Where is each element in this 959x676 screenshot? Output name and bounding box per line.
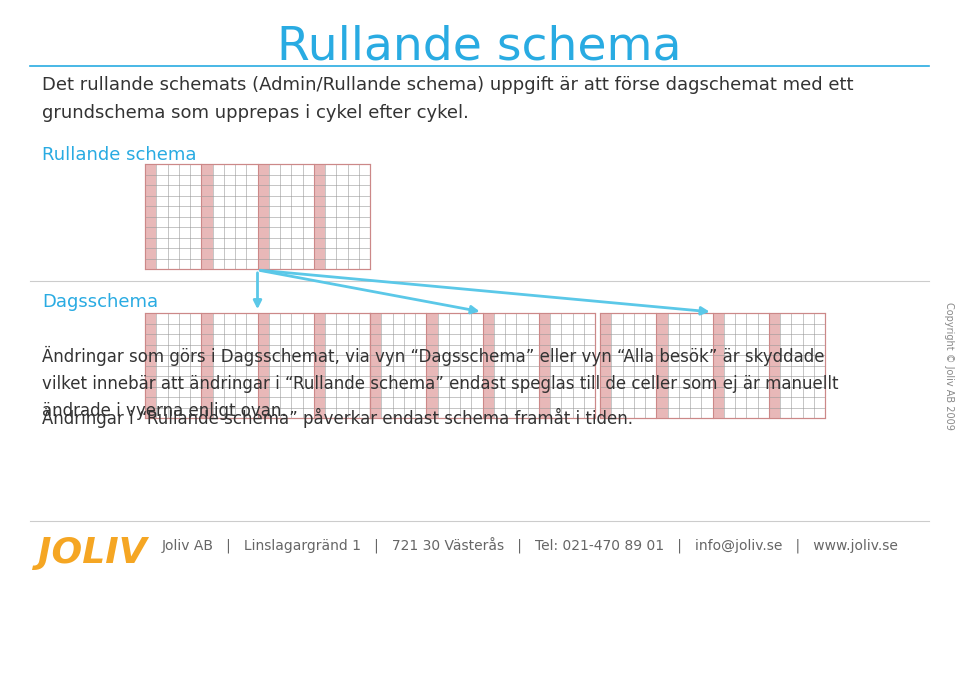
Bar <box>769 313 780 418</box>
Bar <box>258 313 269 418</box>
Bar <box>600 313 611 418</box>
Bar <box>426 313 437 418</box>
Bar <box>314 313 325 418</box>
Text: JOLIV: JOLIV <box>38 536 147 570</box>
Bar <box>314 164 325 269</box>
Text: Det rullande schemats (Admin/Rullande schema) uppgift är att förse dagschemat me: Det rullande schemats (Admin/Rullande sc… <box>42 76 854 122</box>
Text: Rullande schema: Rullande schema <box>277 25 682 70</box>
Text: Ändringar som görs i Dagsschemat, via vyn “Dagsschema” eller vyn “Alla besök” är: Ändringar som görs i Dagsschemat, via vy… <box>42 346 838 420</box>
Text: Copyright © Joliv AB 2009: Copyright © Joliv AB 2009 <box>944 302 954 430</box>
Bar <box>258 164 269 269</box>
Text: Joliv AB   |   Linslagargränd 1   |   721 30 Västerås   |   Tel: 021-470 89 01  : Joliv AB | Linslagargränd 1 | 721 30 Väs… <box>161 538 899 554</box>
Bar <box>600 313 825 418</box>
Bar <box>656 313 667 418</box>
Bar <box>201 313 213 418</box>
Bar <box>539 313 550 418</box>
Bar <box>201 164 213 269</box>
Bar <box>145 164 370 269</box>
Bar <box>482 313 494 418</box>
Bar <box>713 313 724 418</box>
Text: Ändringar i “Rullande schema” påverkar endast schema framåt i tiden.: Ändringar i “Rullande schema” påverkar e… <box>42 408 633 428</box>
Text: Rullande schema: Rullande schema <box>42 146 197 164</box>
Bar <box>145 313 370 418</box>
Text: Dagsschema: Dagsschema <box>42 293 158 311</box>
Bar <box>145 313 156 418</box>
Bar <box>370 313 382 418</box>
Bar <box>370 313 595 418</box>
Bar <box>145 164 156 269</box>
